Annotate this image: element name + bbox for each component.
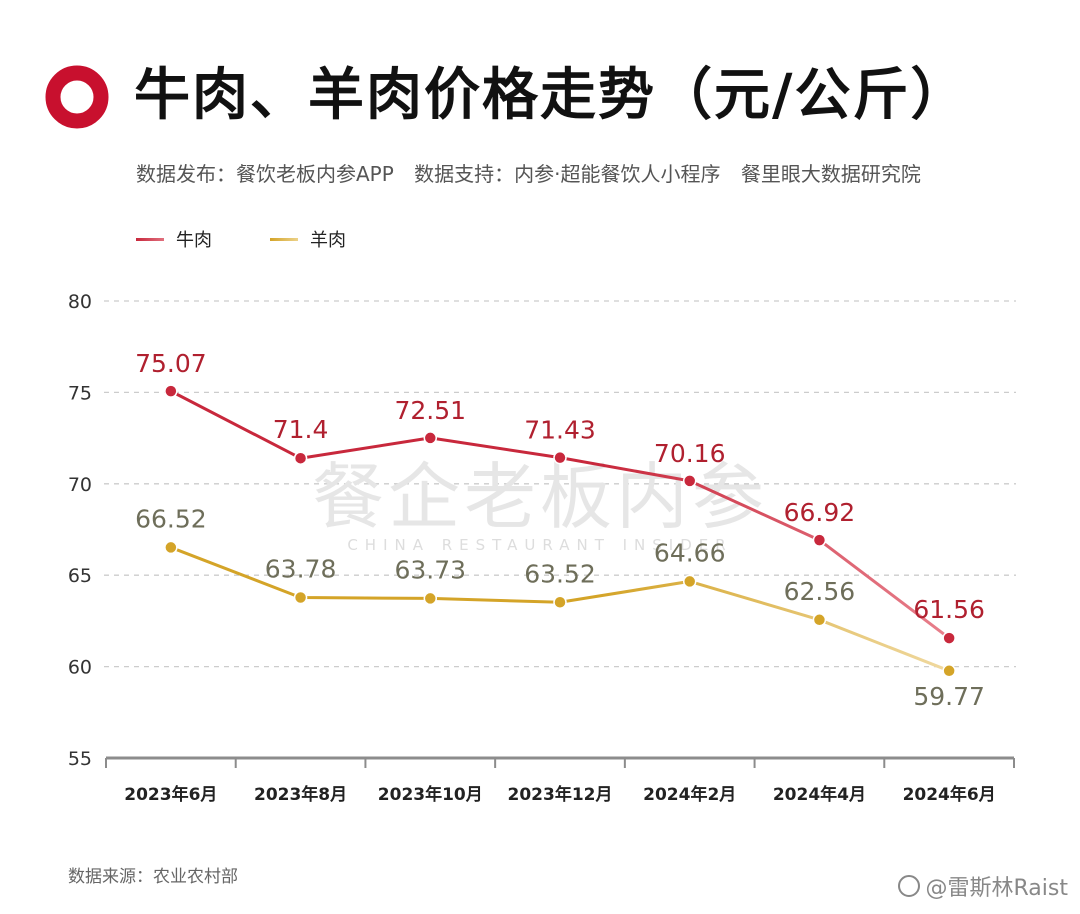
data-label-beef: 72.51 xyxy=(394,396,466,425)
page-title: 牛肉、羊肉价格走势（元/公斤） xyxy=(134,63,969,128)
data-institute: 餐里眼大数据研究院 xyxy=(740,162,921,186)
y-tick-label: 55 xyxy=(68,748,92,770)
data-label-mutton: 66.52 xyxy=(135,504,207,533)
x-tick-label: 2024年2月 xyxy=(643,784,736,805)
data-point-mutton xyxy=(812,613,827,627)
data-label-beef: 75.07 xyxy=(135,349,207,378)
weibo-icon xyxy=(897,875,920,897)
x-axis xyxy=(105,756,1015,768)
watermark-en: CHINA RESTAURANT INSIDER xyxy=(347,536,732,554)
x-tick-label: 2023年10月 xyxy=(378,784,483,805)
y-tick-labels: 55 60 65 70 75 80 xyxy=(68,291,92,770)
data-publisher: 数据发布：餐饮老板内参APP xyxy=(136,162,394,186)
data-label-mutton: 63.52 xyxy=(524,559,596,588)
data-label-mutton: 59.77 xyxy=(913,682,985,711)
grid-lines xyxy=(104,300,1016,668)
data-point-mutton xyxy=(423,591,438,606)
data-point-beef xyxy=(682,474,697,488)
data-support: 数据支持：内参·超能餐饮人小程序 xyxy=(414,162,721,186)
y-tick-label: 65 xyxy=(68,565,92,587)
brand-ring-icon xyxy=(45,65,109,129)
data-label-beef: 66.92 xyxy=(784,498,856,527)
legend-swatch-beef xyxy=(136,237,164,241)
data-label-beef: 70.16 xyxy=(654,439,726,468)
data-source: 数据来源：农业农村部 xyxy=(68,867,238,887)
data-label-mutton: 62.56 xyxy=(784,577,856,606)
series-points xyxy=(164,384,956,678)
y-tick-label: 80 xyxy=(68,291,92,313)
legend-item-mutton: 羊肉 xyxy=(270,226,346,252)
x-tick-label: 2024年6月 xyxy=(903,784,996,805)
chart-legend: 牛肉 羊肉 xyxy=(136,226,404,252)
data-point-beef xyxy=(553,450,567,465)
chart-watermark: 餐企老板内参 CHINA RESTAURANT INSIDER xyxy=(312,455,768,554)
x-tick-label: 2023年6月 xyxy=(124,784,217,805)
data-label-mutton: 64.66 xyxy=(654,538,726,567)
data-label-beef: 61.56 xyxy=(913,595,985,624)
x-tick-label: 2024年4月 xyxy=(773,784,866,805)
y-tick-label: 75 xyxy=(68,382,92,404)
data-credit-line: 数据发布：餐饮老板内参APP 数据支持：内参·超能餐饮人小程序 餐里眼大数据研究… xyxy=(136,158,935,187)
data-point-mutton xyxy=(942,664,956,678)
data-point-beef xyxy=(812,533,827,547)
data-point-mutton xyxy=(553,595,567,610)
weibo-handle: @雷斯林Raist xyxy=(925,876,1069,901)
data-label-beef: 71.4 xyxy=(273,415,329,444)
data-point-beef xyxy=(942,631,956,645)
data-point-mutton xyxy=(682,574,697,589)
data-point-beef xyxy=(293,451,308,465)
data-point-mutton xyxy=(293,590,308,605)
x-tick-labels: 2023年6月 2023年8月 2023年10月 2023年12月 2024年2月 202… xyxy=(124,784,995,805)
data-label-mutton: 63.73 xyxy=(394,555,466,584)
watermark-cn: 餐企老板内参 xyxy=(312,455,768,539)
legend-label-beef: 牛肉 xyxy=(176,230,212,251)
y-tick-label: 70 xyxy=(68,474,92,496)
data-label-mutton: 63.78 xyxy=(265,555,337,584)
legend-swatch-mutton xyxy=(270,237,298,241)
data-point-beef xyxy=(423,431,438,445)
weibo-watermark: @雷斯林Raist xyxy=(897,870,1069,902)
y-tick-label: 60 xyxy=(68,657,92,679)
data-labels: 75.07 71.4 72.51 71.43 70.16 66.92 61.56 66.52 6… xyxy=(135,349,985,711)
data-point-mutton xyxy=(164,540,178,555)
x-tick-label: 2023年8月 xyxy=(254,784,347,805)
legend-item-beef: 牛肉 xyxy=(136,226,212,252)
legend-label-mutton: 羊肉 xyxy=(310,230,346,251)
data-label-beef: 71.43 xyxy=(524,416,596,445)
x-tick-label: 2023年12月 xyxy=(508,784,613,805)
data-point-beef xyxy=(164,384,178,398)
